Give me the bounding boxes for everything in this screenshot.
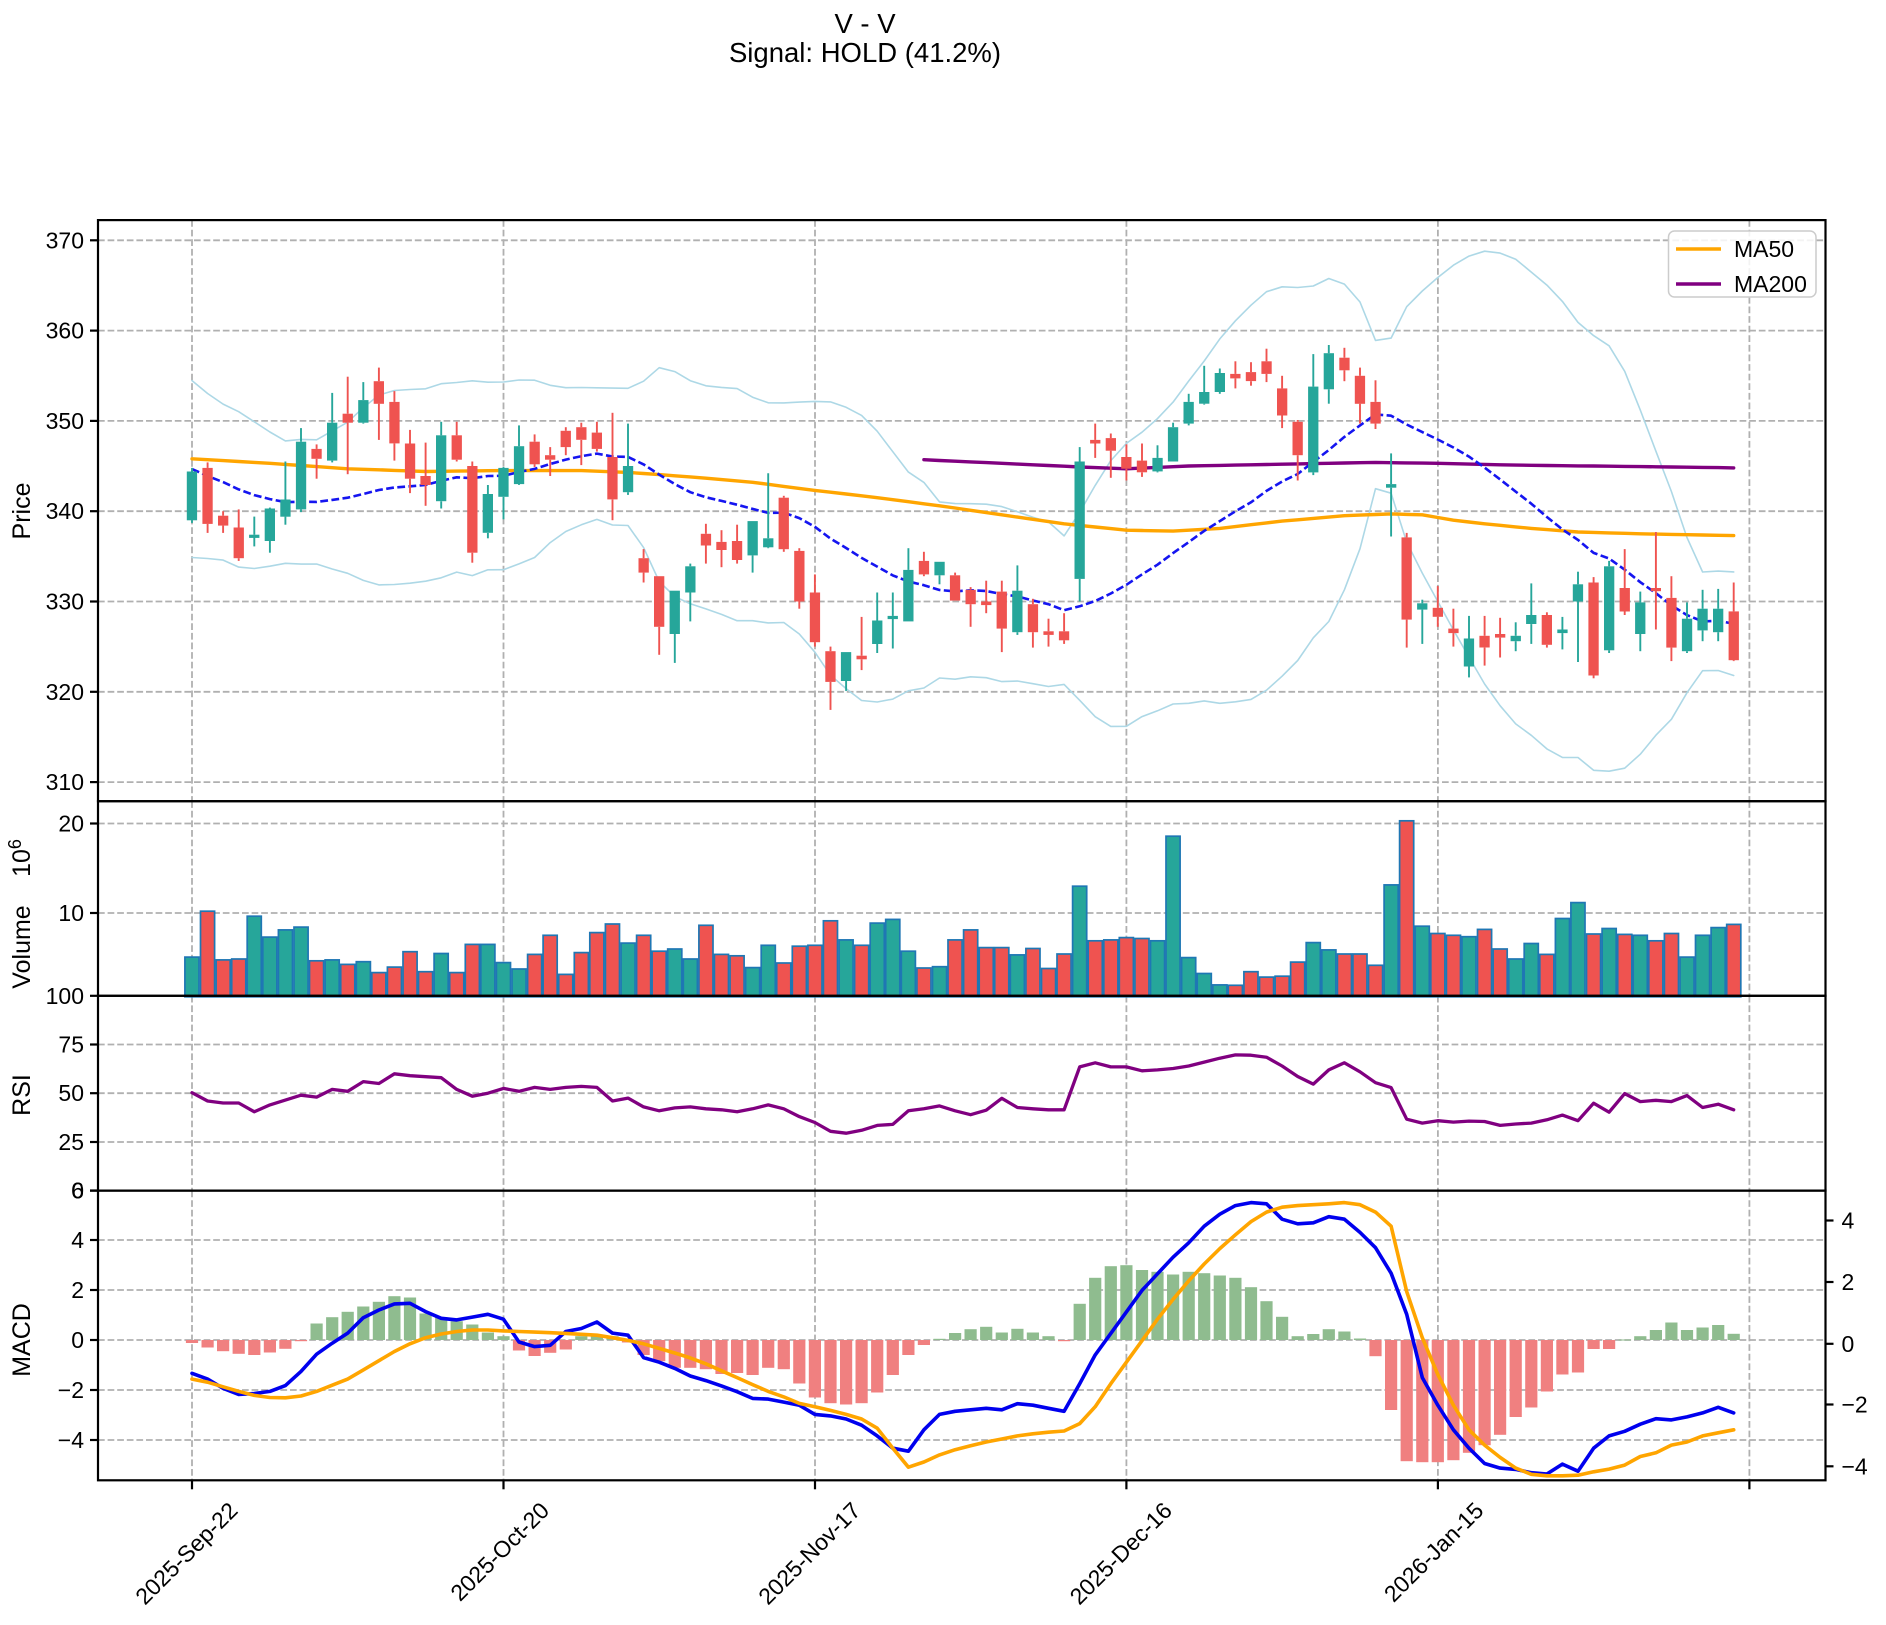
svg-text:0: 0 xyxy=(71,1327,84,1353)
svg-text:MACD: MACD xyxy=(8,1303,36,1377)
svg-text:310: 310 xyxy=(46,769,84,795)
svg-text:75: 75 xyxy=(58,1032,84,1058)
svg-text:V - V: V - V xyxy=(834,8,896,39)
svg-text:RSI: RSI xyxy=(8,1074,36,1116)
svg-text:0: 0 xyxy=(1842,1331,1855,1357)
svg-text:0: 0 xyxy=(71,1178,84,1204)
svg-text:−4: −4 xyxy=(58,1427,84,1453)
svg-text:−4: −4 xyxy=(1842,1453,1868,1479)
svg-text:2: 2 xyxy=(1842,1269,1855,1295)
svg-text:Price: Price xyxy=(8,483,36,540)
svg-text:20: 20 xyxy=(58,811,84,837)
svg-text:330: 330 xyxy=(46,589,84,615)
svg-text:2: 2 xyxy=(71,1277,84,1303)
svg-text:−2: −2 xyxy=(1842,1392,1868,1418)
svg-text:50: 50 xyxy=(58,1080,84,1106)
svg-text:4: 4 xyxy=(1842,1208,1855,1234)
svg-text:100: 100 xyxy=(46,983,84,1009)
svg-text:25: 25 xyxy=(58,1129,84,1155)
svg-text:4: 4 xyxy=(71,1227,84,1253)
svg-text:6: 6 xyxy=(71,1178,84,1204)
svg-text:350: 350 xyxy=(46,408,84,434)
svg-text:−2: −2 xyxy=(58,1377,84,1403)
svg-text:Volume: Volume xyxy=(8,905,36,988)
svg-text:MA200: MA200 xyxy=(1734,271,1807,297)
svg-text:Signal: HOLD (41.2%): Signal: HOLD (41.2%) xyxy=(729,37,1001,68)
svg-text:MA50: MA50 xyxy=(1734,236,1794,262)
svg-text:340: 340 xyxy=(46,498,84,524)
svg-text:370: 370 xyxy=(46,227,84,253)
svg-text:320: 320 xyxy=(46,679,84,705)
svg-text:360: 360 xyxy=(46,318,84,344)
svg-text:10: 10 xyxy=(58,900,84,926)
